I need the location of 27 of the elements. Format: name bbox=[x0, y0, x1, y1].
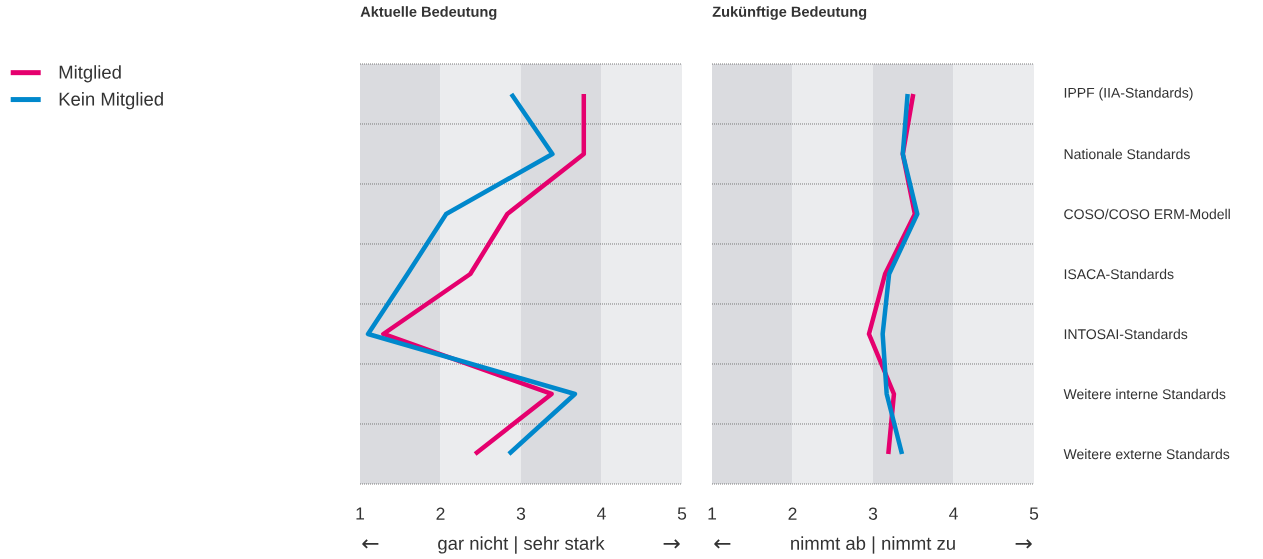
x-tick-label: 1 bbox=[356, 507, 365, 520]
x-tick-label: 1 bbox=[708, 507, 717, 520]
y-tick-label: IPPF (IIA-Standards) bbox=[1064, 87, 1193, 101]
x-tick-label: 3 bbox=[868, 507, 878, 520]
x-tick-label: 5 bbox=[1029, 507, 1039, 520]
x-axis-title: nimmt ab | nimmt zu bbox=[791, 536, 955, 554]
y-tick-label: ISACA-Standards bbox=[1064, 268, 1174, 280]
x-tick-label: 4 bbox=[597, 507, 606, 520]
text: → bbox=[1015, 539, 1032, 549]
x-tick-label: 3 bbox=[516, 507, 526, 520]
legend-label: Mitglied bbox=[59, 65, 121, 83]
y-tick-label: INTOSAI-Standards bbox=[1064, 328, 1188, 340]
text: ← bbox=[362, 539, 379, 549]
chart-title: Zukünftige Bedeutung bbox=[712, 6, 867, 20]
x-tick-label: 5 bbox=[677, 507, 687, 520]
x-tick-label: 2 bbox=[436, 507, 445, 520]
y-tick-label: Weitere interne Standards bbox=[1063, 388, 1226, 400]
legend-label: Kein Mitglied bbox=[59, 92, 163, 110]
text: → bbox=[663, 539, 680, 549]
chart-title: Aktuelle Bedeutung bbox=[360, 6, 497, 20]
y-tick-label: COSO/COSO ERM-Modell bbox=[1064, 208, 1230, 220]
x-tick-label: 4 bbox=[949, 507, 958, 520]
x-tick-label: 2 bbox=[788, 507, 797, 520]
text: ← bbox=[714, 539, 731, 549]
x-axis-title: gar nicht | sehr stark bbox=[438, 536, 605, 554]
y-tick-label: Weitere externe Standards bbox=[1063, 448, 1230, 460]
y-tick-label: Nationale Standards bbox=[1064, 148, 1190, 160]
